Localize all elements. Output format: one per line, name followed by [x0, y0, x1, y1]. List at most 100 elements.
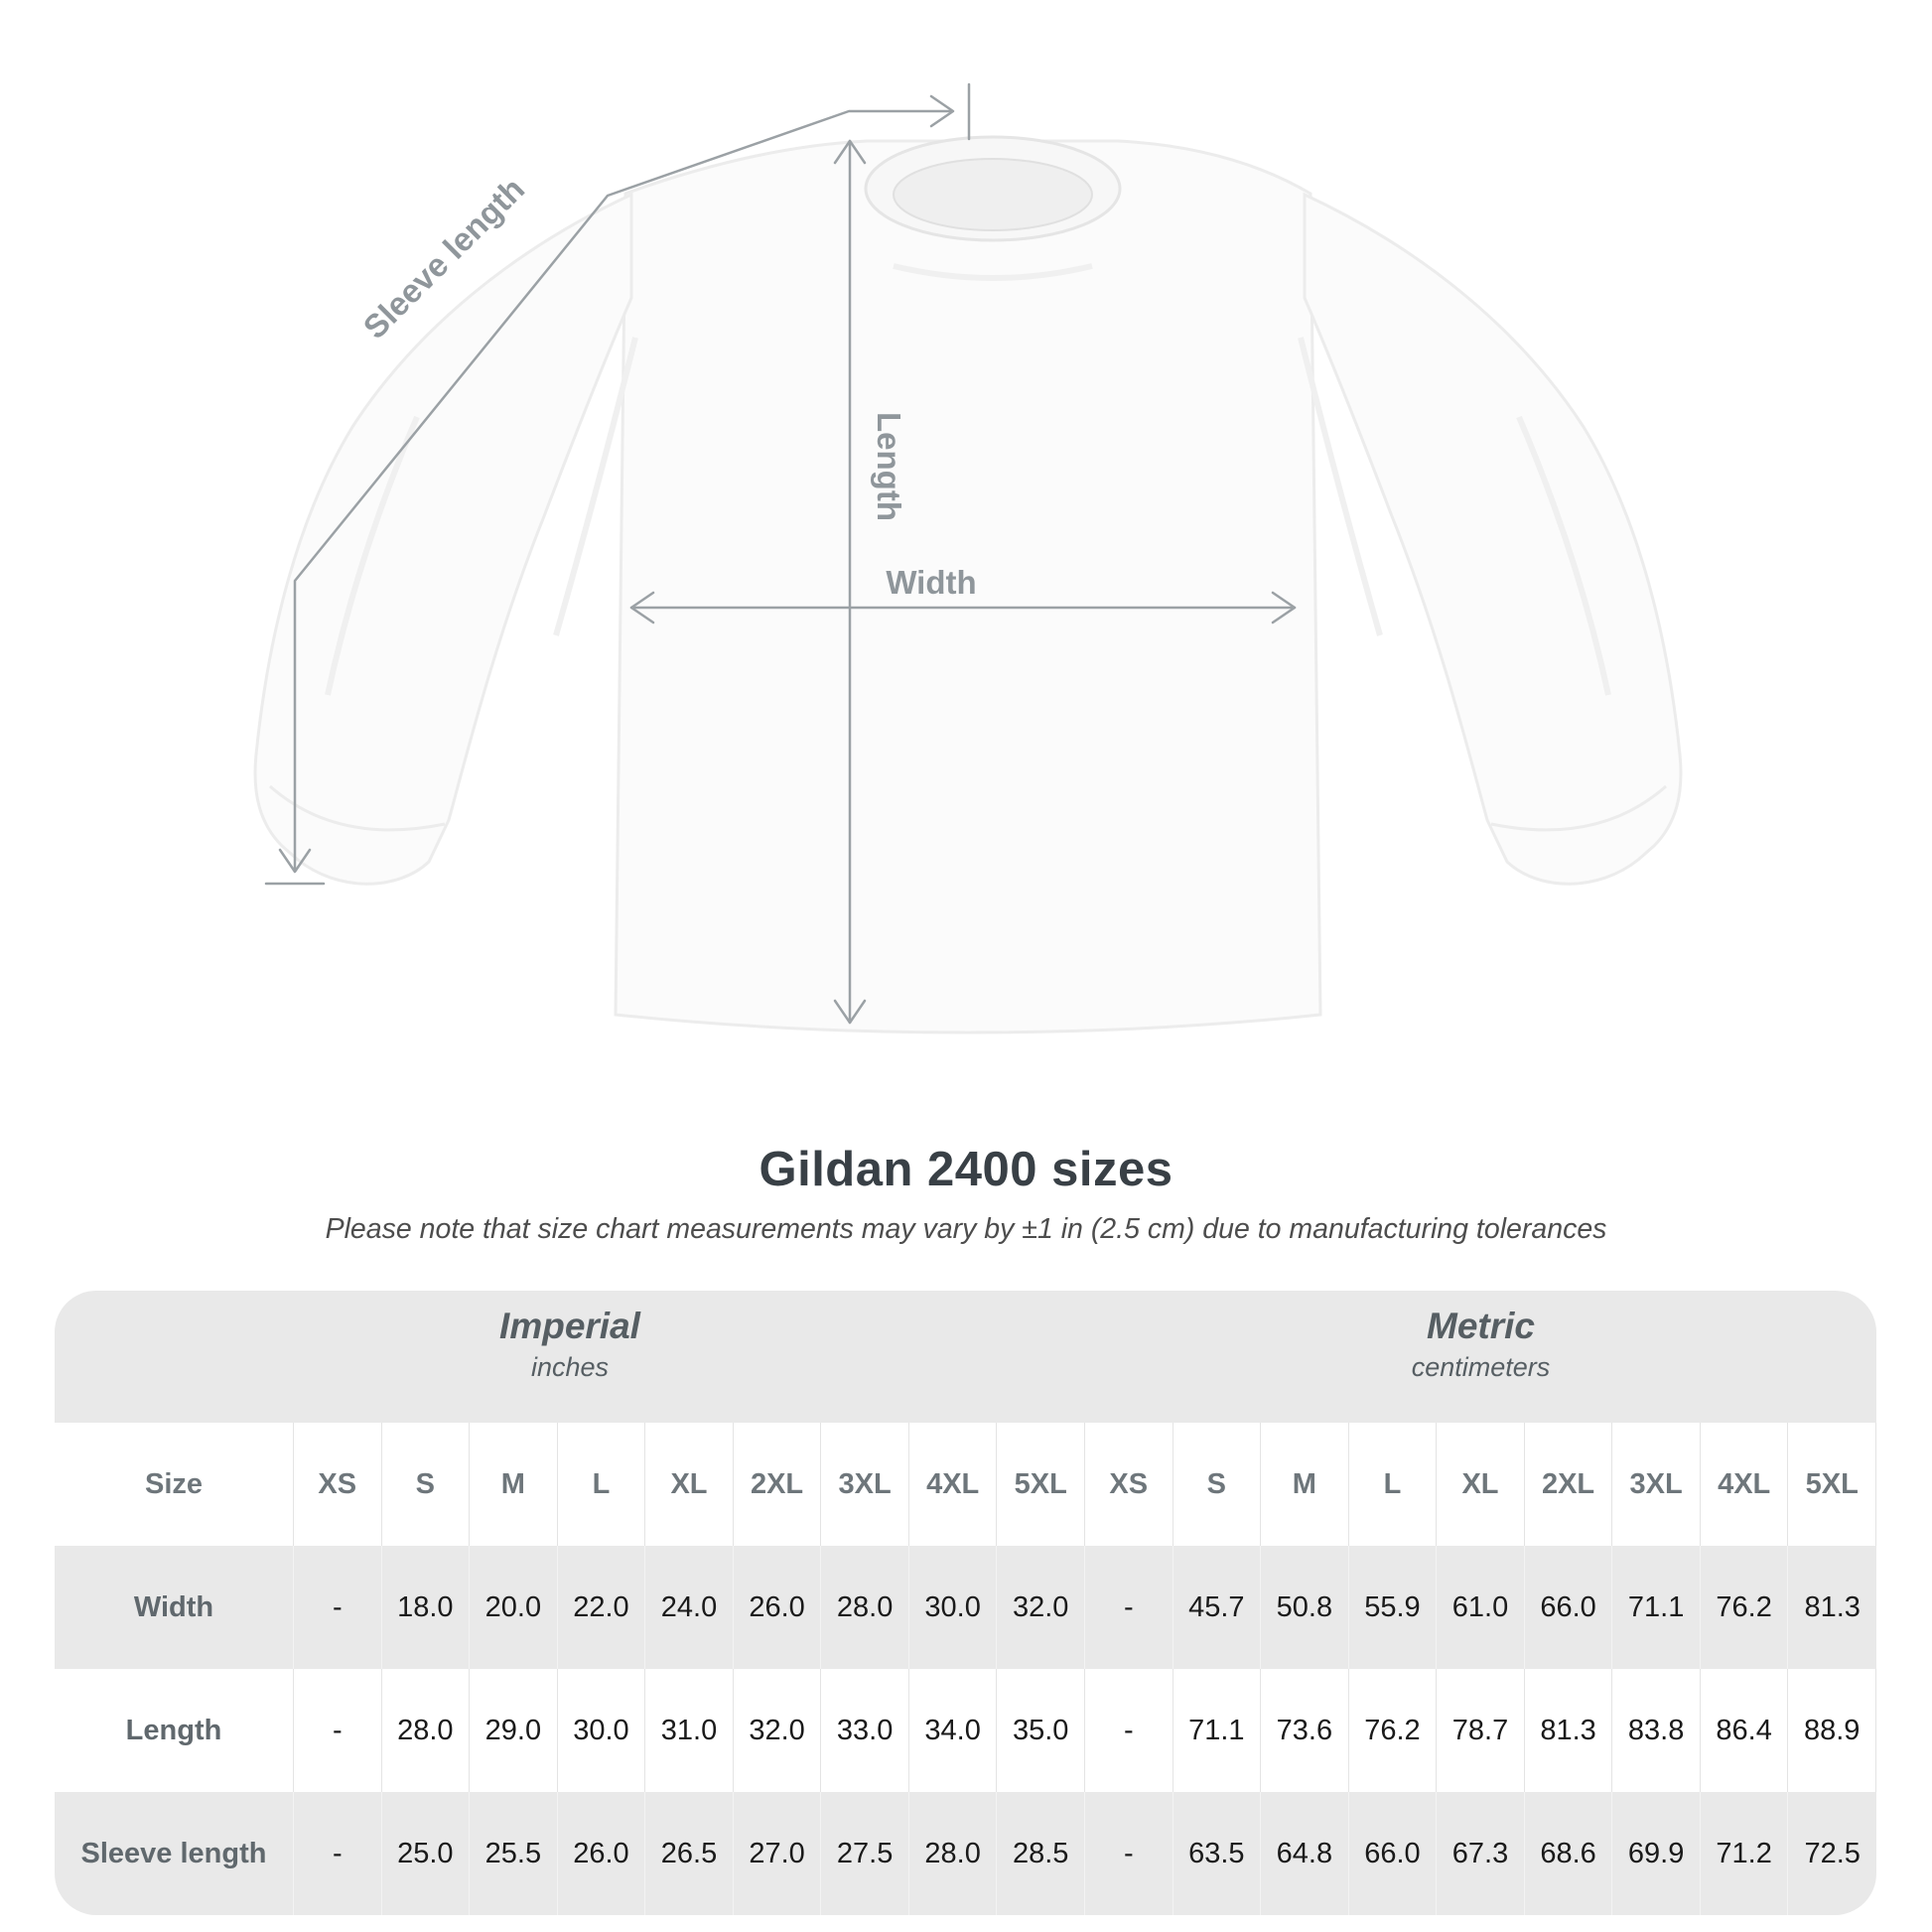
size-header-metric-2xl: 2XL [1525, 1423, 1613, 1546]
value-cell: 83.8 [1612, 1669, 1701, 1792]
value-cell: 71.1 [1612, 1546, 1701, 1669]
value-cell: 25.5 [470, 1792, 558, 1915]
value-cell: 26.0 [558, 1792, 646, 1915]
page-title: Gildan 2400 sizes [759, 1143, 1173, 1196]
value-cell: 81.3 [1804, 1590, 1861, 1623]
value-cell: 73.6 [1261, 1669, 1349, 1792]
value-cell: 28.0 [909, 1792, 998, 1915]
value-cell: 66.0 [1525, 1546, 1613, 1669]
metric-group-unit: centimeters [1411, 1351, 1551, 1382]
value-cell: 71.2 [1701, 1792, 1789, 1915]
size-header-imperial-l: L [558, 1423, 646, 1546]
row-label: Length [55, 1669, 294, 1792]
value-cell: 66.0 [1349, 1792, 1438, 1915]
imperial-group-name: Imperial [499, 1306, 640, 1346]
arrow-right-icon [1271, 591, 1297, 624]
value-cell: 27.5 [821, 1792, 909, 1915]
value-cell: 33.0 [821, 1669, 909, 1792]
shirt-collar-inner [893, 158, 1093, 231]
size-header-imperial-xs: XS [294, 1423, 382, 1546]
size-header-metric-m: M [1261, 1423, 1349, 1546]
value-cell: 78.7 [1437, 1669, 1525, 1792]
right-cuff-seam [1490, 784, 1667, 832]
size-header-metric-3xl: 3XL [1612, 1423, 1701, 1546]
imperial-group-unit: inches [530, 1351, 610, 1382]
shirt-measurement-diagram: Sleeve length Length Width [253, 82, 1683, 1035]
size-column-header: Size [55, 1423, 294, 1546]
value-cell: 61.0 [1437, 1546, 1525, 1669]
shirt-illustration [253, 135, 1683, 1035]
value-cell: - [1085, 1669, 1173, 1792]
size-header-metric-5xl: 5XL [1788, 1423, 1876, 1546]
value-cell: - [294, 1669, 382, 1792]
size-header-metric-4xl: 4XL [1701, 1423, 1789, 1546]
size-header-imperial-3xl: 3XL [821, 1423, 909, 1546]
value-cell: 28.5 [997, 1792, 1085, 1915]
size-header-row: Size XS S M L XL 2XL 3XL 4XL 5XL XS S M L XL 2XL 3XL 4XL… [55, 1423, 1876, 1546]
value-cell: 76.2 [1701, 1546, 1789, 1669]
width-label: Width [886, 564, 976, 601]
shirt-right-sleeve [1303, 192, 1683, 886]
shirt-body [614, 139, 1322, 1035]
value-cell: 30.0 [909, 1546, 998, 1669]
metric-group-name: Metric [1427, 1306, 1535, 1346]
value-cell: 31.0 [645, 1669, 734, 1792]
size-table-body: Width -18.0 20.0 22.0 24.0 26.0 28.0 30.0 32.0-4… [55, 1546, 1876, 1915]
size-table: Imperial inches Metric centimeters Size … [55, 1291, 1876, 1915]
value-cell: 24.0 [645, 1546, 734, 1669]
value-cell: 18.0 [382, 1546, 471, 1669]
size-header-metric-xl: XL [1437, 1423, 1525, 1546]
table-row-sleeve-length: Sleeve length -25.0 25.5 26.0 26.5 27.0 27.5 28… [55, 1792, 1876, 1915]
value-cell: 67.3 [1437, 1792, 1525, 1915]
value-cell: 30.0 [558, 1669, 646, 1792]
value-cell: 88.9 [1788, 1669, 1876, 1792]
size-header-imperial-xl: XL [645, 1423, 734, 1546]
tolerance-note: Please note that size chart measurements… [325, 1213, 1607, 1245]
value-cell: 68.6 [1525, 1792, 1613, 1915]
value-cell: 29.0 [470, 1669, 558, 1792]
arrow-down-icon [278, 848, 312, 874]
value-cell: 28.0 [382, 1669, 471, 1792]
sleeve-length-measure-line [264, 82, 971, 886]
arrow-up-icon [833, 139, 867, 165]
value-cell: - [1085, 1792, 1173, 1915]
row-label: Sleeve length [55, 1792, 294, 1915]
value-cell: 45.7 [1173, 1546, 1262, 1669]
value-cell: 22.0 [558, 1546, 646, 1669]
value-cell: 32.0 [734, 1669, 822, 1792]
size-header-metric-l: L [1349, 1423, 1438, 1546]
arrow-right-icon [929, 94, 955, 128]
value-cell: 26.5 [645, 1792, 734, 1915]
value-cell: 28.0 [821, 1546, 909, 1669]
size-header-imperial-s: S [382, 1423, 471, 1546]
table-row-width: Width -18.0 20.0 22.0 24.0 26.0 28.0 30.0 32.0-4… [55, 1546, 1876, 1669]
value-cell: 55.9 [1349, 1546, 1438, 1669]
value-cell: 35.0 [997, 1669, 1085, 1792]
size-header-imperial-2xl: 2XL [734, 1423, 822, 1546]
size-header-metric-xs: XS [1085, 1423, 1173, 1546]
metric-group-header: Metric centimeters [1085, 1291, 1876, 1423]
imperial-group-header: Imperial inches [55, 1291, 1085, 1423]
value-cell: 76.2 [1349, 1669, 1438, 1792]
value-cell: 26.0 [734, 1546, 822, 1669]
measurement-annotations [264, 82, 1297, 1025]
value-cell: 71.1 [1173, 1669, 1262, 1792]
value-cell: 64.8 [1261, 1792, 1349, 1915]
value-cell: 32.0 [997, 1546, 1085, 1669]
size-header-imperial-5xl: 5XL [997, 1423, 1085, 1546]
length-label: Length [871, 412, 907, 521]
value-cell: 20.0 [470, 1546, 558, 1669]
unit-group-header-row: Imperial inches Metric centimeters [55, 1291, 1876, 1423]
size-header-imperial-4xl: 4XL [909, 1423, 998, 1546]
length-measure-line [833, 139, 867, 1025]
fabric-creases [325, 263, 1611, 696]
value-cell: 72.5 [1804, 1837, 1861, 1869]
row-label: Width [55, 1546, 294, 1669]
size-header-imperial-m: M [470, 1423, 558, 1546]
value-cell: - [1085, 1546, 1173, 1669]
value-cell: 50.8 [1261, 1546, 1349, 1669]
left-cuff-seam [269, 784, 446, 832]
value-cell: 63.5 [1173, 1792, 1262, 1915]
value-cell: - [294, 1792, 382, 1915]
